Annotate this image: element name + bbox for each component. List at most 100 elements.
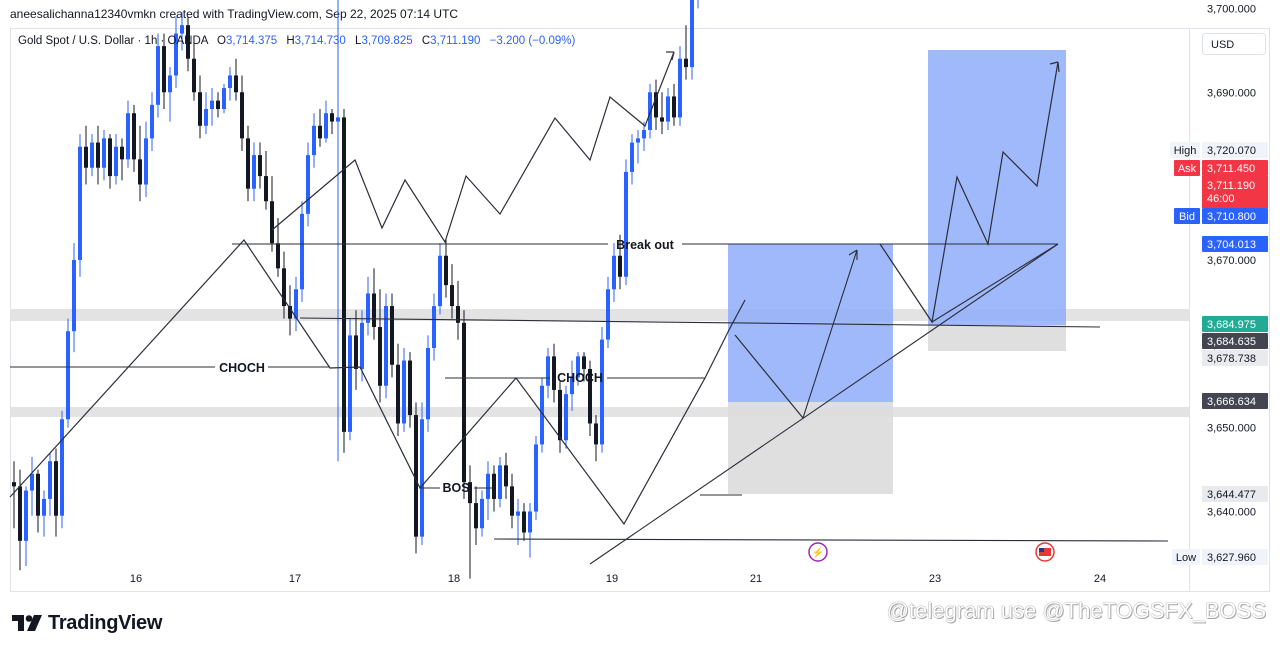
level-tag-1-bg: [1202, 236, 1268, 252]
y-tick-label: 3,700.000: [1207, 3, 1256, 15]
candle-body: [132, 113, 136, 160]
candle-body: [504, 465, 508, 487]
level-tag-6-bg: [1202, 486, 1268, 502]
symbol-legend: Gold Spot / U.S. Dollar · 1h · OANDA O3,…: [18, 35, 575, 47]
candle-body: [156, 46, 160, 105]
level-tag-2-bg: [1202, 316, 1268, 332]
candle-body: [294, 289, 298, 319]
candle-body: [330, 113, 334, 122]
candle-body: [564, 394, 568, 441]
bid-label-tag: Bid: [1179, 211, 1195, 223]
candle-body: [270, 201, 274, 244]
structure-zigzag: [9, 239, 746, 526]
last-price-box: [1202, 176, 1268, 208]
candle-body: [66, 331, 70, 420]
candle-body: [582, 356, 586, 369]
candle-body: [408, 360, 412, 416]
candle-body: [546, 356, 550, 386]
candle-body: [684, 58, 688, 68]
candle-body: [390, 306, 394, 365]
candle-body: [516, 511, 520, 516]
candle-body: [198, 92, 202, 126]
choch-label-left: CHOCH: [219, 361, 265, 375]
arrowhead: [671, 51, 675, 61]
candle-body: [282, 268, 286, 307]
candle-body: [48, 461, 52, 499]
high-value: 3,714.730: [294, 35, 346, 47]
trendline: [589, 243, 1059, 565]
candle-body: [414, 415, 418, 537]
tradingview-logo-icon: [12, 614, 42, 631]
projection-base: [931, 243, 1059, 323]
candle-body: [672, 96, 676, 118]
candle-body: [42, 498, 46, 516]
candle-body: [174, 33, 178, 76]
level-tag-5-bg: [1202, 393, 1268, 409]
candle-body: [168, 75, 172, 93]
candle-body: [288, 306, 292, 319]
close-label: C: [421, 35, 431, 47]
arrowhead: [1049, 61, 1059, 65]
candle-body: [210, 100, 214, 110]
candle-body: [240, 92, 244, 139]
us-flag-canton: [1039, 548, 1044, 552]
candle-body: [486, 473, 490, 499]
x-tick-label: 19: [606, 573, 618, 585]
level-tag-1: 3,704.013: [1207, 239, 1256, 251]
candle-body: [186, 25, 190, 59]
y-tick-label: 3,640.000: [1207, 507, 1256, 519]
candle-body: [576, 356, 580, 378]
low-price-tag: 3,627.960: [1207, 552, 1256, 564]
low-price-tag-bg: [1202, 549, 1268, 565]
candle-body: [126, 113, 130, 160]
candle-body: [336, 117, 340, 122]
bos-label: BOS: [442, 481, 469, 495]
arrowhead: [848, 249, 858, 256]
candle-body: [360, 322, 364, 369]
high-price-tag: 3,720.070: [1207, 145, 1256, 157]
price-axis[interactable]: [1190, 28, 1270, 592]
flash-event-icon[interactable]: [808, 542, 828, 562]
level-tag-4-bg: [1202, 350, 1268, 366]
currency-button[interactable]: USD: [1202, 33, 1266, 55]
candle-body: [90, 142, 94, 168]
ask-label-tag-bg: [1174, 160, 1200, 176]
candle-body: [480, 498, 484, 529]
candle-body: [462, 322, 466, 483]
candle-body: [264, 176, 268, 202]
level-tag-6: 3,644.477: [1207, 489, 1256, 501]
candle-body: [666, 96, 670, 122]
candle-body: [372, 293, 376, 328]
candle-body: [108, 138, 112, 177]
candle-body: [450, 285, 454, 307]
candle-body: [492, 473, 496, 499]
level-tag-3-bg: [1202, 333, 1268, 349]
candle-body: [534, 444, 538, 512]
candle-body: [624, 171, 628, 277]
candle-body: [540, 385, 544, 445]
candle-body: [348, 335, 352, 432]
candle-body: [162, 46, 166, 93]
candle-body: [420, 419, 424, 537]
candle-body: [18, 486, 22, 541]
projected-path-left: [271, 51, 675, 244]
low-label-tag: Low: [1176, 552, 1196, 564]
us-flag-stripes: [1039, 548, 1051, 556]
level-tag-4: 3,678.738: [1207, 353, 1256, 365]
attribution-text: aneesalichanna12340vmkn created with Tra…: [10, 7, 459, 21]
candle-body: [216, 100, 220, 110]
tradingview-logo[interactable]: TradingView: [12, 612, 162, 635]
candle-body: [528, 511, 532, 533]
candle-body: [600, 339, 604, 445]
low-label: L: [355, 35, 362, 47]
candle-body: [588, 368, 592, 424]
candle-body: [12, 482, 16, 487]
candle-body: [84, 146, 88, 168]
y-tick-label: 3,670.000: [1207, 255, 1256, 267]
long-position-stop-zone: [728, 402, 893, 494]
candle-body: [498, 465, 502, 499]
breakout-label: Break out: [616, 238, 674, 252]
arrowhead: [1057, 61, 1060, 73]
high-label-tag: High: [1174, 145, 1197, 157]
